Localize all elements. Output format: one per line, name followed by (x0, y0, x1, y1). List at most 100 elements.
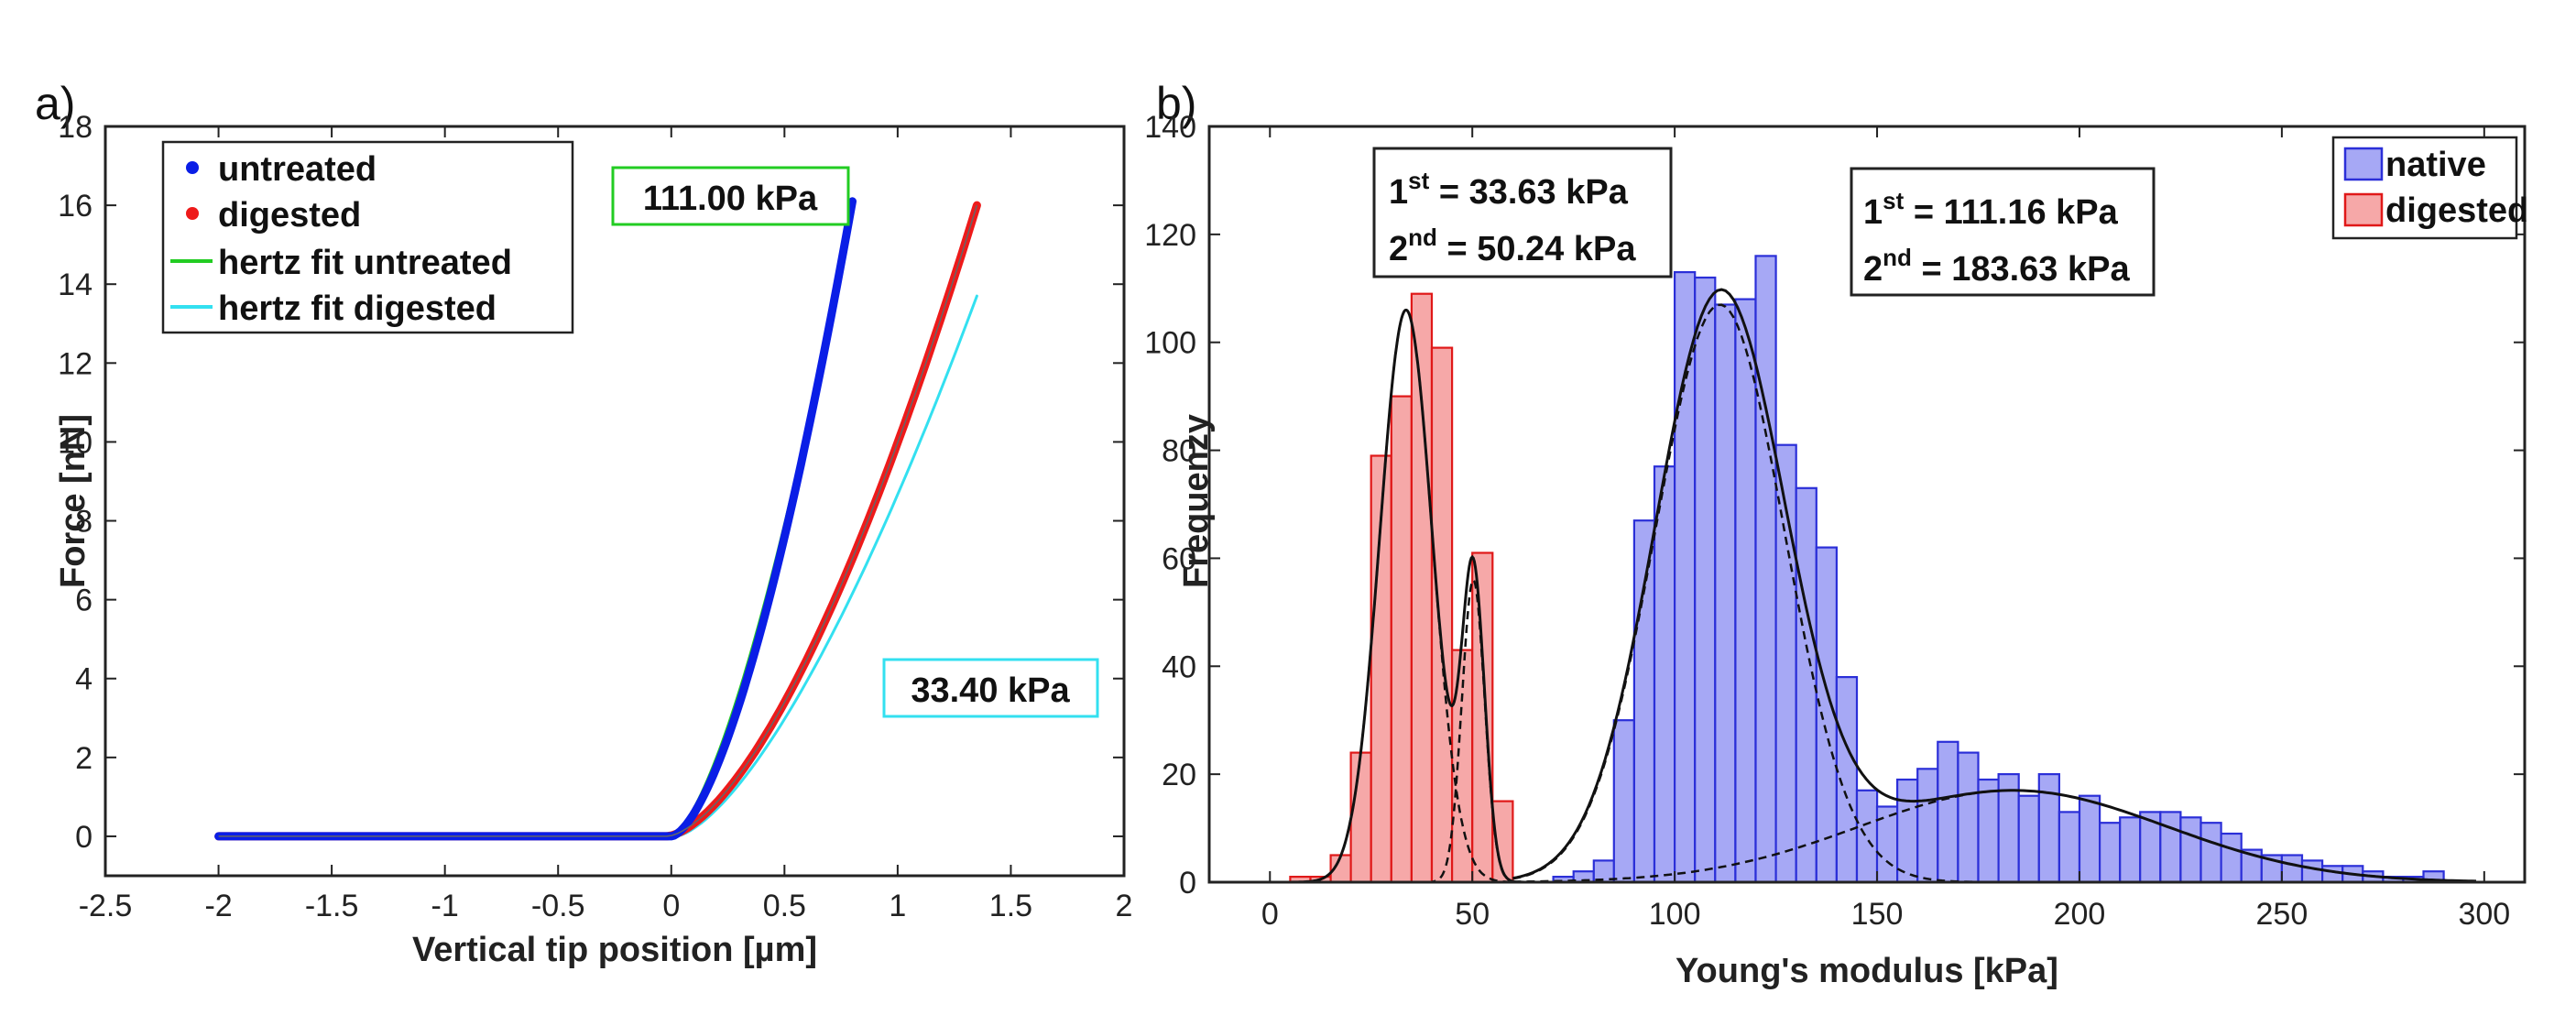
annotation-digested-modulus: 33.40 kPa (911, 671, 1070, 710)
panel-b-xtick-label: 100 (1649, 897, 1701, 932)
native-histogram-bar (2159, 811, 2182, 884)
native-histogram-bar (1734, 298, 1757, 884)
native-histogram-bar (2119, 816, 2142, 884)
annotation-digested-box (882, 658, 1099, 718)
panel-a-ytick-label: 2 (75, 741, 93, 776)
annotation-digested-peaks: 1st = 33.63 kPa 2nd = 50.24 kPa (1372, 147, 1673, 278)
native-histogram-bar (1795, 486, 1817, 884)
panel-b-ytick-label: 80 (1162, 434, 1196, 469)
annotation-native-second-peak: 2nd = 183.63 kPa (1863, 244, 2130, 289)
digested-histogram-bar (1390, 395, 1414, 884)
native-histogram-bar (1957, 751, 1980, 884)
native-histogram-bar (1916, 768, 1939, 884)
native-histogram-bar (1673, 271, 1697, 884)
native-histogram-bar (1612, 719, 1636, 884)
legend-fit-digested-label: hertz fit digested (218, 289, 497, 328)
digested-histogram-bar (1430, 346, 1454, 884)
panel-a-legend: untreated digested hertz fit untreated h… (161, 140, 574, 334)
digested-histogram-bar (1471, 551, 1494, 884)
panel-a-xtick-label: -0.5 (531, 889, 585, 923)
legend-digested-swatch (2343, 192, 2384, 227)
panel-b-xlabel: Young's modulus [kPa] (1675, 952, 2058, 990)
panel-a-ytick-label: 4 (75, 662, 93, 697)
annotation-digested-first-peak: 1st = 33.63 kPa (1389, 167, 1629, 212)
native-histogram-bar (1694, 276, 1717, 884)
annotation-native-peaks-box (1850, 167, 2156, 297)
panel-b-ticks: 0 50 100 150 200 250 300 0 20 40 60 80 100 120 140 (1144, 110, 2525, 932)
native-histogram-bar (1653, 465, 1676, 884)
panel-a-ytick-label: 8 (75, 505, 93, 540)
series-hertz-fit-digested (217, 294, 978, 838)
panel-b-xtick-label: 150 (1851, 897, 1904, 932)
panel-b-xtick-label: 200 (2054, 897, 2106, 932)
panel-a-xtick-label: -2 (204, 889, 232, 923)
panel-b-ytick-label: 20 (1162, 758, 1196, 792)
digested-histogram-bar (1349, 751, 1372, 884)
panel-a-ytick-label: 6 (75, 584, 93, 618)
panel-a-ytick-label: 12 (58, 346, 93, 381)
panel-b-xtick-label: 300 (2458, 897, 2510, 932)
fit-sum-curve (1290, 309, 1534, 884)
native-histogram-bar (1977, 778, 2000, 884)
panel-b-legend: native digested (2331, 136, 2528, 240)
panel-a-xtick-label: 1.5 (989, 889, 1032, 923)
legend-digested-label: digested (2385, 191, 2528, 230)
panel-b-xtick-label: 0 (1261, 897, 1279, 932)
panel-b-ytick-label: 40 (1162, 649, 1196, 684)
panel-a-xtick-label: 0.5 (763, 889, 806, 923)
annotation-digested-second-peak: 2nd = 50.24 kPa (1389, 224, 1636, 268)
annotation-native-peaks: 1st = 111.16 kPa 2nd = 183.63 kPa (1850, 167, 2156, 297)
panel-a-ytick-label: 0 (75, 820, 93, 855)
panel-b: b) 0 50 100 150 200 250 300020406080100120140 … (1144, 78, 2528, 990)
native-histogram-bar (2220, 832, 2243, 884)
legend-digested-marker (186, 207, 199, 220)
digested-histogram-bar (1410, 292, 1434, 884)
panel-a-xtick-label: -1 (431, 889, 459, 923)
legend-native-label: native (2385, 146, 2486, 184)
panel-b-ytick-label: 120 (1144, 218, 1196, 253)
annotation-digested-peaks-box (1372, 147, 1673, 278)
native-histogram-bar (2179, 816, 2202, 884)
legend-digested-label: digested (218, 196, 361, 235)
annotation-untreated-modulus: 111.00 kPa (643, 180, 818, 218)
native-histogram-bar (2199, 822, 2222, 884)
panel-b-ytick-label: 0 (1179, 866, 1196, 900)
panel-a: a) -2.5 -2 -1.5 -1 -0.5 0 0.5 1 1.5 2 0 2 4 6 8 10 12 14 1… (35, 78, 1132, 969)
panel-a-ticks: -2.5 -2 -1.5 -1 -0.5 0 0.5 1 1.5 2 0 2 4 6 8 10 12 14 16 18 (58, 110, 1132, 923)
native-histogram-bar (1714, 303, 1737, 884)
panel-a-ytick-label: 10 (58, 425, 93, 460)
legend-untreated-marker (186, 161, 199, 174)
legend-a-frame (161, 140, 574, 334)
native-histogram-bar (1632, 519, 1656, 884)
annotation-untreated-box (611, 166, 850, 226)
native-histogram-bar (1937, 740, 1959, 884)
native-histogram-bar (2300, 859, 2324, 884)
panel-a-xtick-label: 0 (662, 889, 680, 923)
annotation-native-first-peak: 1st = 111.16 kPa (1863, 187, 2119, 232)
native-histogram-bar (2321, 865, 2344, 884)
native-histogram-bar (1896, 778, 1919, 884)
native-histogram-bar (1855, 789, 1879, 884)
panel-a-ylabel: Force [nN] (54, 414, 93, 588)
panel-b-ytick-label: 100 (1144, 326, 1196, 361)
panel-a-ytick-label: 18 (58, 110, 93, 145)
panel-b-xtick-label: 250 (2256, 897, 2309, 932)
series-untreated (214, 197, 857, 841)
legend-untreated-label: untreated (218, 150, 377, 189)
panel-a-xtick-label: 2 (1116, 889, 1133, 923)
native-histogram-bar (2078, 794, 2101, 884)
native-histogram-bar (2017, 794, 2040, 884)
panel-a-xtick-label: -2.5 (79, 889, 133, 923)
panel-a-xlabel: Vertical tip position [µm] (412, 931, 817, 969)
panel-a-xtick-label: 1 (889, 889, 906, 923)
native-histogram-bar (2058, 811, 2081, 884)
native-histogram-bar (2280, 854, 2304, 884)
panel-a-label: a) (35, 78, 75, 129)
legend-fit-untreated-label: hertz fit untreated (218, 244, 512, 282)
panel-b-ytick-label: 140 (1144, 110, 1196, 145)
panel-b-label: b) (1156, 78, 1196, 129)
panel-a-ytick-label: 16 (58, 189, 93, 224)
native-histogram-bar (2099, 822, 2122, 884)
panel-a-plot-area (214, 197, 981, 841)
